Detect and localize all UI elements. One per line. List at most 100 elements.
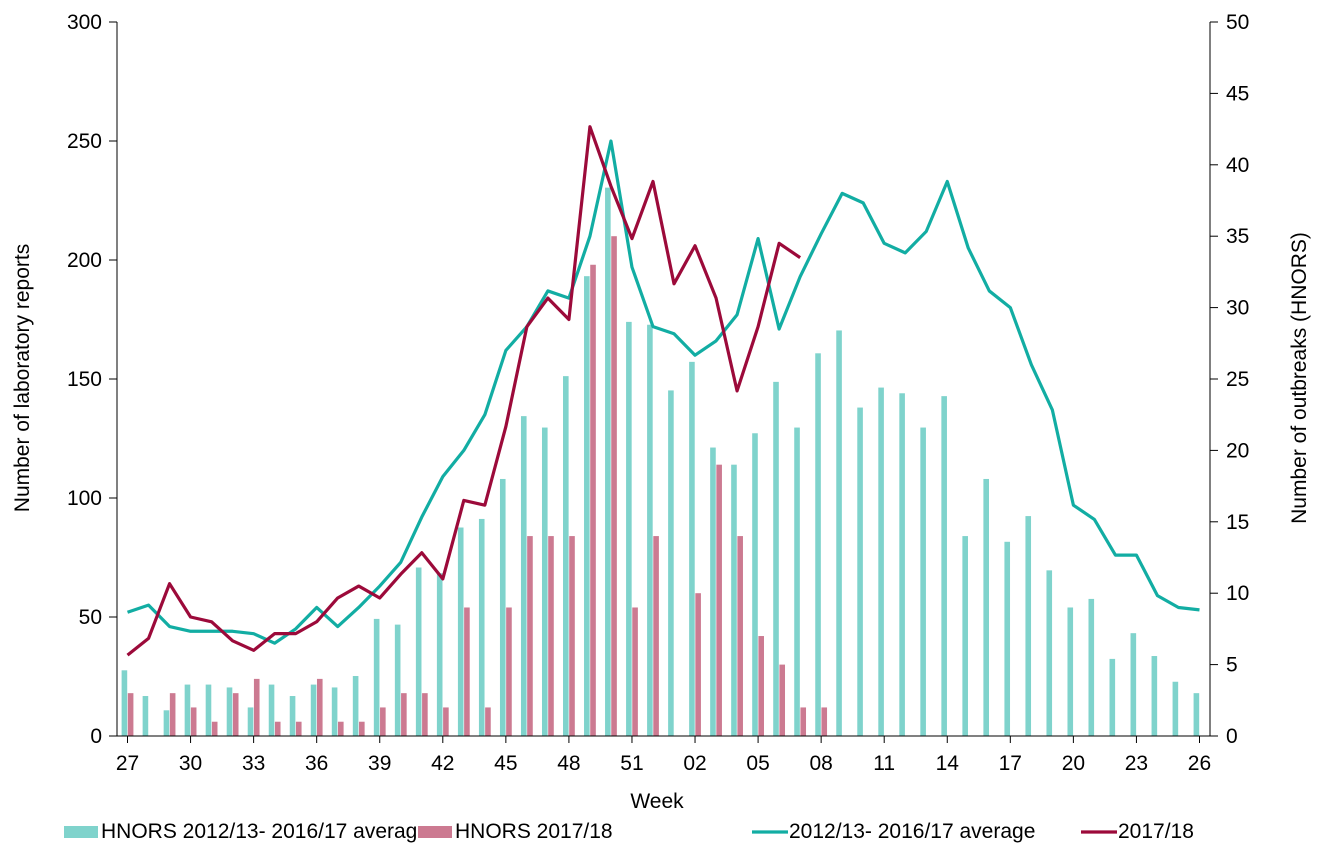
y-tick-label-right: 0 [1226, 725, 1238, 748]
bar-hnors-average [394, 624, 401, 736]
bar-hnors-average [436, 573, 443, 736]
bar-hnors-current [485, 707, 491, 736]
legend-label: HNORS 2012/13- 2016/17 average [101, 820, 429, 843]
bar-hnors-average [331, 687, 338, 736]
bar-hnors-current [359, 721, 365, 736]
y-tick-label-right: 20 [1226, 439, 1249, 462]
bar-hnors-current [253, 678, 260, 736]
x-tick-label: 23 [1125, 752, 1148, 775]
bar-hnors-average [941, 396, 947, 736]
x-tick-label: 20 [1062, 752, 1085, 775]
bar-hnors-average [773, 381, 779, 736]
x-tick-label: 26 [1188, 752, 1211, 775]
bar-hnors-average [373, 618, 380, 736]
bar-hnors-average [920, 427, 926, 736]
x-tick-label: 05 [746, 752, 769, 775]
y-tick-label-left: 150 [67, 368, 102, 391]
bar-hnors-average [121, 670, 128, 736]
bar-hnors-average [352, 676, 359, 736]
bar-hnors-current [422, 693, 428, 736]
bar-hnors-average [962, 536, 968, 736]
x-tick-label: 42 [431, 752, 454, 775]
x-tick-label: 08 [809, 752, 832, 775]
x-tick-label: 30 [179, 752, 202, 775]
legend-label: 2012/13- 2016/17 average [789, 820, 1035, 843]
bar-hnors-current [232, 693, 239, 736]
x-tick-label: 02 [683, 752, 706, 775]
bar-hnors-average [478, 518, 485, 736]
bar-hnors-average [1130, 633, 1137, 736]
bar-hnors-average [584, 276, 590, 736]
bar-hnors-current [380, 707, 386, 736]
bar-hnors-average [1025, 516, 1032, 736]
legend-item-hnors-current: HNORS 2017/18 [418, 820, 613, 843]
bar-hnors-current [716, 464, 722, 736]
x-axis-label: Week [630, 790, 684, 813]
bar-hnors-average [457, 527, 464, 736]
bar-hnors-average [163, 710, 170, 736]
bar-hnors-average [1151, 656, 1158, 736]
bar-hnors-current [338, 721, 344, 736]
x-tick-label: 17 [999, 752, 1022, 775]
legend-item-current-line: 2017/18 [1081, 820, 1194, 843]
y-tick-label-right: 30 [1226, 297, 1249, 320]
bar-hnors-average [520, 416, 527, 736]
x-tick-label: 51 [620, 752, 643, 775]
bar-hnors-average [668, 390, 674, 736]
bar-hnors-current [506, 607, 512, 736]
bar-hnors-average [857, 407, 863, 736]
bar-hnors-average [647, 324, 653, 736]
bar-hnors-current [758, 636, 764, 736]
bar-hnors-current [590, 264, 596, 736]
legend-label: HNORS 2017/18 [455, 820, 613, 843]
line-average [126, 139, 1200, 645]
y-tick-label-left: 0 [90, 725, 102, 748]
y-tick-label-left: 250 [67, 130, 102, 153]
bar-hnors-current [464, 607, 470, 736]
legend-label: 2017/18 [1118, 820, 1194, 843]
y-tick-label-right: 15 [1226, 511, 1249, 534]
y-tick-label-right: 40 [1226, 154, 1249, 177]
bar-hnors-average [689, 361, 695, 736]
x-tick-label: 45 [494, 752, 517, 775]
y-tick-label-left: 100 [67, 487, 102, 510]
bar-hnors-average [710, 447, 716, 736]
bar-hnors-current [274, 721, 281, 736]
legend-item-average-line: 2012/13- 2016/17 average [752, 820, 1035, 843]
bars-hnors-current [127, 236, 828, 736]
bar-hnors-current [169, 693, 176, 736]
bar-hnors-average [310, 684, 317, 736]
bar-hnors-current [295, 721, 302, 736]
bar-hnors-average [563, 376, 569, 736]
bar-hnors-current [190, 707, 197, 736]
bar-hnors-average [289, 696, 296, 736]
bar-hnors-average [605, 187, 611, 736]
bar-hnors-average [626, 321, 632, 736]
legend-item-hnors-average: HNORS 2012/13- 2016/17 average [64, 820, 429, 843]
bar-hnors-average [541, 427, 548, 736]
bar-hnors-current [653, 536, 659, 736]
bar-hnors-average [899, 393, 905, 736]
bar-hnors-average [1004, 541, 1011, 736]
axes-layer: 0501001502002503000510152025303540455027… [67, 11, 1249, 775]
bar-hnors-average [878, 387, 884, 736]
bar-hnors-current [548, 536, 554, 736]
legend: HNORS 2012/13- 2016/17 average HNORS 2017… [64, 820, 1194, 843]
bar-hnors-current [569, 536, 575, 736]
bar-hnors-current [779, 664, 786, 736]
bar-hnors-average [731, 464, 737, 736]
x-tick-label: 11 [873, 752, 895, 775]
y-tick-label-left: 200 [67, 249, 102, 272]
bar-hnors-current [527, 536, 533, 736]
bar-hnors-average [268, 684, 275, 736]
bar-hnors-current [611, 236, 617, 736]
y-axis-right-label: Number of outbreaks (HNORS) [1288, 232, 1311, 524]
lines-layer [126, 125, 1200, 657]
legend-swatch [64, 826, 98, 838]
x-tick-label: 39 [368, 752, 391, 775]
bar-hnors-current [127, 693, 134, 736]
bar-hnors-average [205, 684, 212, 736]
line-current [126, 125, 802, 657]
y-tick-label-right: 5 [1226, 654, 1238, 677]
